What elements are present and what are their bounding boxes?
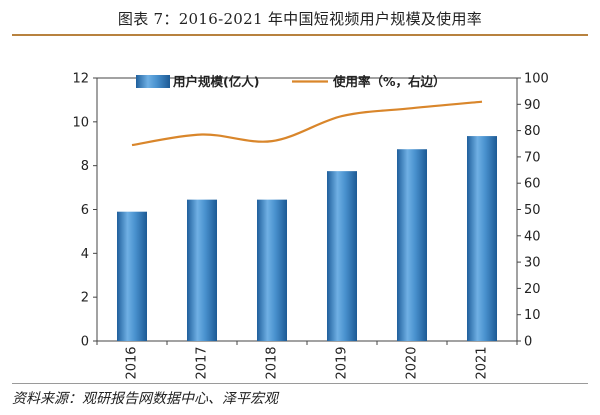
left-tick-label: 4 (81, 247, 89, 262)
right-tick-label: 90 (524, 98, 541, 113)
left-axis: 0 2 4 6 8 10 12 (72, 72, 97, 350)
x-tick-label: 2021 (475, 346, 490, 379)
right-tick-label: 50 (524, 203, 541, 218)
left-tick-label: 8 (81, 159, 89, 174)
left-tick-label: 10 (72, 115, 89, 130)
right-tick-label: 20 (524, 282, 541, 297)
left-tick-label: 2 (81, 291, 89, 306)
bar-series (117, 136, 497, 341)
x-tick-label: 2017 (195, 346, 210, 379)
right-axis: 0 10 20 30 40 50 60 70 80 90 100 (517, 72, 549, 350)
bar-2016 (117, 211, 147, 341)
x-axis: 2016 2017 2018 2019 2020 2021 (96, 341, 518, 380)
right-tick-label: 70 (524, 150, 541, 165)
legend-bar-swatch (136, 75, 170, 88)
right-tick-label: 30 (524, 256, 541, 271)
right-tick-label: 100 (524, 72, 549, 87)
x-tick-label: 2018 (265, 346, 280, 379)
left-tick-label: 6 (81, 203, 89, 218)
right-tick-label: 0 (524, 335, 532, 350)
legend: 用户规模(亿人) 使用率（%，右边） (136, 74, 446, 89)
right-tick-label: 10 (524, 308, 541, 323)
legend-line-label: 使用率（%，右边） (332, 74, 446, 89)
right-tick-label: 60 (524, 177, 541, 192)
bar-2021 (467, 136, 497, 341)
left-tick-label: 12 (72, 72, 89, 87)
title-rule (12, 34, 588, 36)
bar-2020 (397, 149, 427, 341)
source-rule (12, 383, 588, 384)
plot-frame (96, 77, 518, 342)
legend-bar-label: 用户规模(亿人) (172, 74, 259, 89)
bar-2018 (257, 199, 287, 341)
right-tick-label: 40 (524, 229, 541, 244)
left-tick-label: 0 (81, 335, 89, 350)
x-tick-label: 2016 (125, 346, 140, 379)
right-tick-label: 80 (524, 124, 541, 139)
x-tick-label: 2019 (335, 346, 350, 379)
usage-rate-line (131, 100, 483, 147)
source-note: 资料来源：观研报告网数据中心、泽平宏观 (12, 391, 278, 407)
bar-2017 (187, 199, 217, 341)
bar-2019 (327, 171, 357, 341)
x-tick-label: 2020 (405, 346, 420, 379)
chart-title: 图表 7：2016-2021 年中国短视频用户规模及使用率 (117, 10, 483, 28)
